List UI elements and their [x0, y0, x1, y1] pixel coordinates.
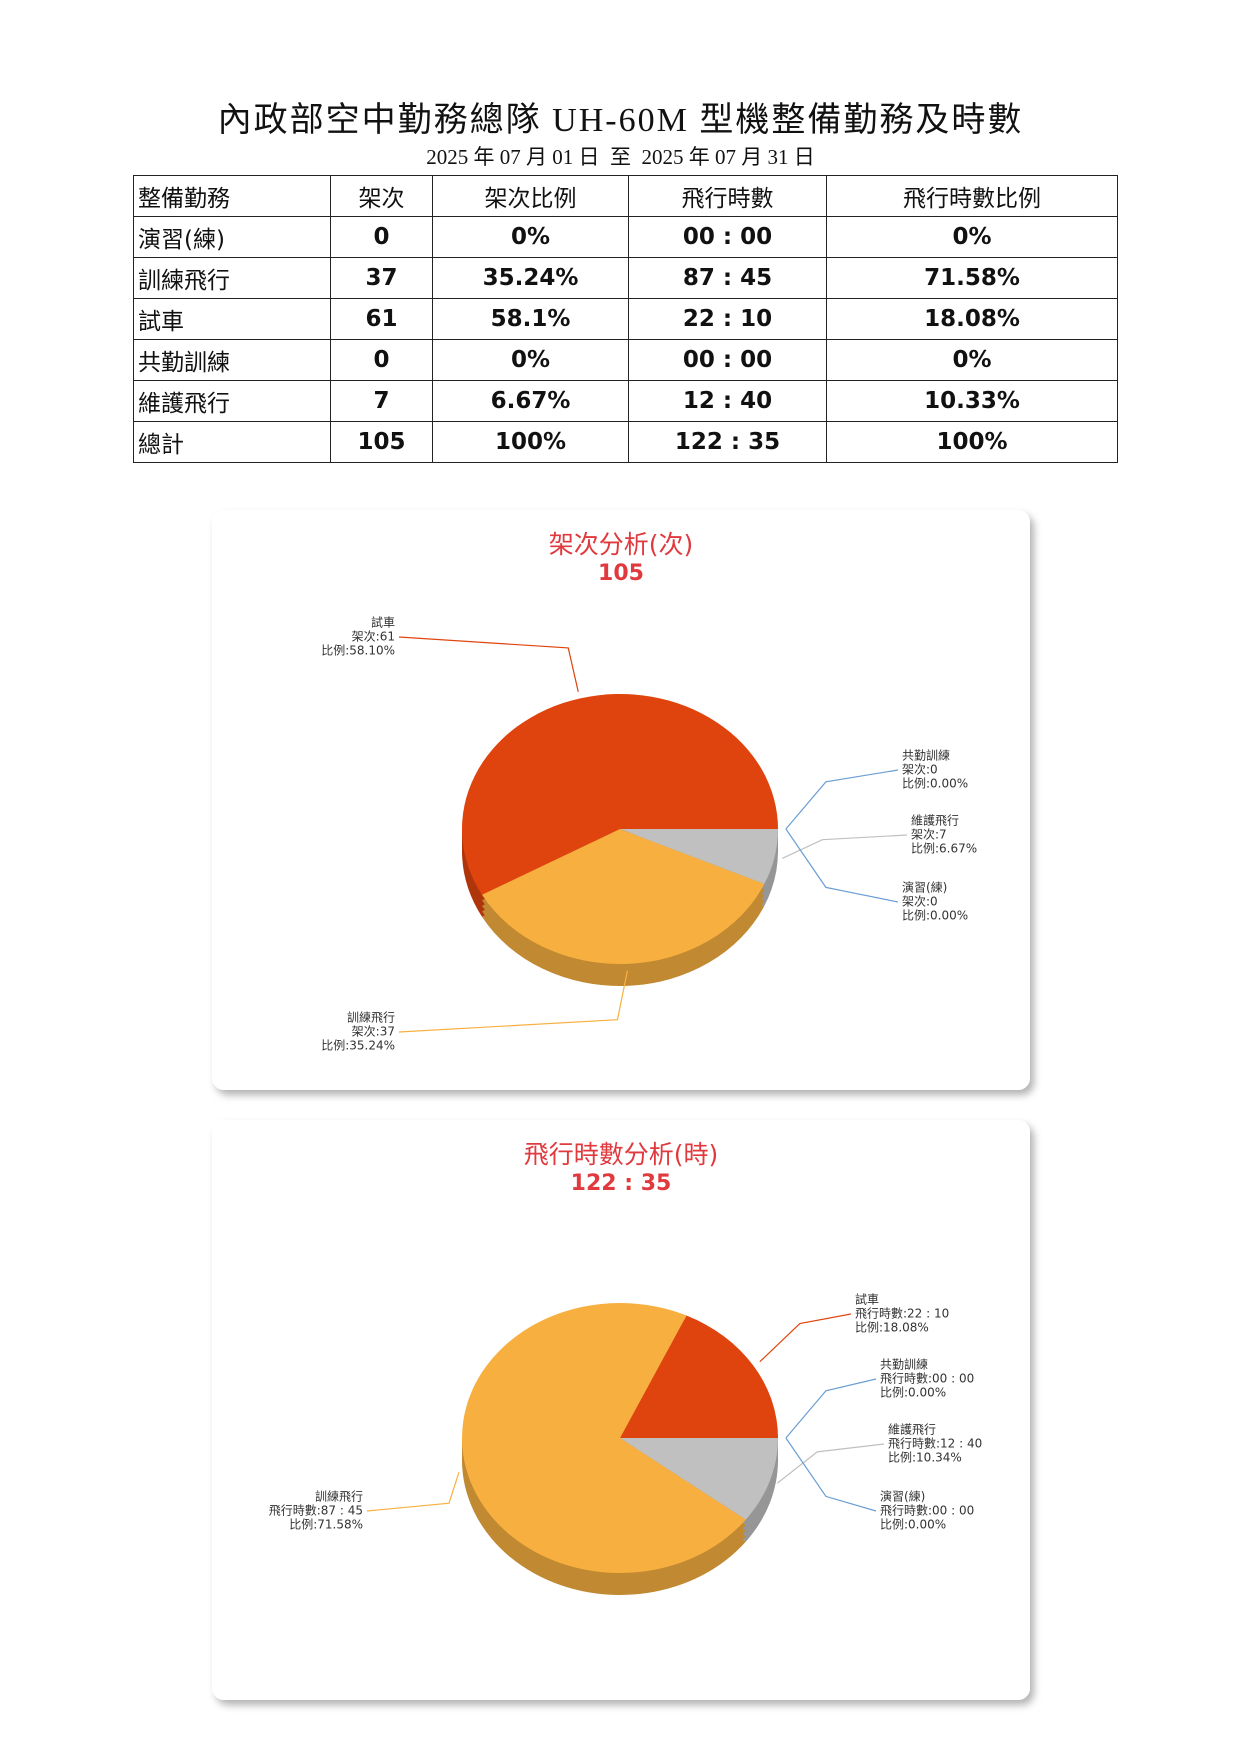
leader-line [759, 1313, 852, 1363]
slice-percent-label: 比例:58.10% [321, 644, 395, 658]
table-cell: 122 : 35 [628, 421, 827, 463]
table-row: 共勤訓練 0 0% 00 : 00 0% [133, 339, 1118, 381]
table-cell: 訓練飛行 [133, 257, 331, 299]
table-cell: 10.33% [826, 380, 1118, 422]
report-title: 內政部空中勤務總隊 UH-60M 型機整備勤務及時數 [217, 102, 1024, 139]
leader-line [785, 769, 899, 830]
slice [620, 829, 778, 884]
table-cell: 22 : 10 [628, 298, 827, 340]
slice-percent-label: 比例:0.00% [880, 1386, 946, 1400]
slice-value-label: 飛行時數:00 : 00 [880, 1504, 974, 1518]
slice-label: 維護飛行 [888, 1422, 936, 1437]
leader-line [398, 636, 579, 692]
table-cell: 0% [826, 216, 1118, 258]
slice [620, 1438, 778, 1520]
table-cell: 00 : 00 [628, 339, 827, 381]
leader-line [782, 834, 908, 860]
table-row: 訓練飛行 37 35.24% 87 : 45 71.58% [133, 257, 1118, 299]
table-cell: 共勤訓練 [133, 339, 331, 381]
slice-percent-label: 比例:0.00% [902, 909, 968, 923]
leader-line [785, 828, 899, 903]
slice-value-label: 飛行時數:12 : 40 [888, 1437, 982, 1451]
slice-percent-label: 比例:6.67% [911, 842, 977, 856]
slice-percent-label: 比例:0.00% [880, 1518, 946, 1532]
slice-value-label: 架次:0 [902, 895, 938, 909]
table-cell: 0% [432, 216, 629, 258]
table-cell: 71.58% [826, 257, 1118, 299]
slice-percent-label: 比例:0.00% [902, 777, 968, 791]
slice-label: 訓練飛行 [347, 1010, 395, 1025]
slice-value-label: 架次:7 [911, 828, 947, 842]
header-cell: 架次比例 [432, 175, 629, 217]
table-row: 維護飛行 7 6.67% 12 : 40 10.33% [133, 380, 1118, 422]
table-cell: 0% [432, 339, 629, 381]
slice-value-label: 飛行時數:00 : 00 [880, 1372, 974, 1386]
chart-title: 飛行時數分析(時) [524, 1140, 719, 1169]
slice [482, 829, 765, 965]
leader-line [785, 1437, 877, 1512]
leader-line [785, 1378, 877, 1439]
slice-label: 演習(練) [880, 1489, 925, 1504]
slice-label: 試車 [371, 615, 395, 630]
leader-line [366, 1471, 460, 1512]
table-cell: 7 [330, 380, 433, 422]
table-row: 演習(練) 0 0% 00 : 00 0% [133, 216, 1118, 258]
slice-label: 演習(練) [902, 880, 947, 895]
chart-subtitle: 105 [598, 561, 644, 586]
table-cell: 12 : 40 [628, 380, 827, 422]
table-cell: 維護飛行 [133, 380, 331, 422]
header-cell: 飛行時數 [628, 175, 827, 217]
chart-subtitle: 122 : 35 [571, 1171, 672, 1196]
table-cell: 100% [432, 421, 629, 463]
date-range: 2025 年 07 月 01 日 至 2025 年 07 月 31 日 [426, 145, 815, 169]
summary-table: 整備勤務 架次 架次比例 飛行時數 飛行時數比例 演習(練) 0 0% 00 : 00 0% 訓練飛… [133, 175, 1118, 463]
header-cell: 架次 [330, 175, 433, 217]
leader-line [398, 970, 629, 1033]
slice-label: 維護飛行 [911, 813, 959, 828]
slice-percent-label: 比例:10.34% [888, 1451, 962, 1465]
slice-value-label: 架次:0 [902, 763, 938, 777]
table-row: 總計 105 100% 122 : 35 100% [133, 421, 1118, 463]
table-cell: 100% [826, 421, 1118, 463]
chart-title: 架次分析(次) [549, 530, 694, 559]
table-cell: 6.67% [432, 380, 629, 422]
slice-value-label: 飛行時數:22 : 10 [855, 1307, 949, 1321]
slice-percent-label: 比例:71.58% [289, 1518, 363, 1532]
slice-percent-label: 比例:18.08% [855, 1321, 929, 1335]
table-cell: 35.24% [432, 257, 629, 299]
table-cell: 37 [330, 257, 433, 299]
table-cell: 61 [330, 298, 433, 340]
slice [461, 1303, 746, 1574]
slice-value-label: 架次:61 [352, 630, 395, 644]
table-cell: 總計 [133, 421, 331, 463]
table-row: 整備勤務 架次 架次比例 飛行時數 飛行時數比例 [133, 175, 1118, 217]
table-cell: 00 : 00 [628, 216, 827, 258]
slice-value-label: 架次:37 [352, 1025, 395, 1039]
slice-label: 訓練飛行 [315, 1489, 363, 1504]
slice [462, 694, 778, 895]
header-cell: 飛行時數比例 [826, 175, 1118, 217]
slice [620, 1315, 778, 1438]
slice-label: 共勤訓練 [902, 748, 950, 763]
slice-value-label: 飛行時數:87 : 45 [269, 1504, 363, 1518]
slice-label: 共勤訓練 [880, 1357, 928, 1372]
leader-line [776, 1443, 885, 1484]
table-row: 試車 61 58.1% 22 : 10 18.08% [133, 298, 1118, 340]
table-cell: 試車 [133, 298, 331, 340]
slice-label: 試車 [855, 1292, 879, 1307]
table-cell: 18.08% [826, 298, 1118, 340]
header-cell: 整備勤務 [133, 175, 331, 217]
slice-percent-label: 比例:35.24% [321, 1039, 395, 1053]
table-cell: 0 [330, 339, 433, 381]
table-cell: 0% [826, 339, 1118, 381]
table-cell: 87 : 45 [628, 257, 827, 299]
